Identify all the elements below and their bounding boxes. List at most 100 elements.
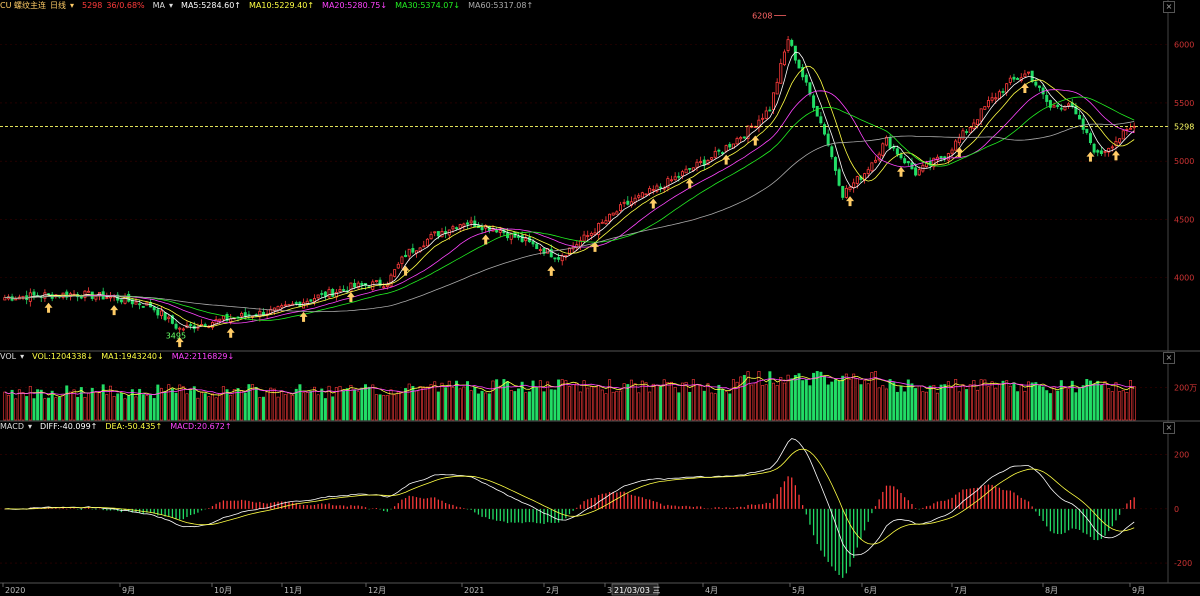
macd-histogram-bar[interactable] (1009, 490, 1011, 509)
macd-histogram-bar[interactable] (353, 505, 356, 509)
volume-bar[interactable] (968, 384, 972, 421)
volume-bar[interactable] (349, 384, 353, 421)
macd-histogram-bar[interactable] (1075, 508, 1077, 529)
macd-histogram-bar[interactable] (995, 486, 997, 509)
volume-bar[interactable] (830, 381, 834, 421)
macd-histogram-bar[interactable] (219, 502, 221, 509)
macd-histogram-bar[interactable] (914, 508, 917, 509)
macd-histogram-bar[interactable] (69, 508, 72, 509)
macd-histogram-bar[interactable] (583, 501, 585, 509)
price-candle[interactable] (480, 223, 484, 234)
volume-bar[interactable] (917, 385, 921, 421)
volume-bar[interactable] (564, 380, 568, 421)
volume-bar[interactable] (943, 384, 947, 421)
volume-bar[interactable] (721, 388, 724, 421)
volume-bar[interactable] (170, 388, 174, 421)
macd-histogram-bar[interactable] (557, 508, 560, 523)
volume-bar[interactable] (1048, 393, 1052, 421)
volume-bar[interactable] (888, 379, 892, 421)
macd-histogram-bar[interactable] (153, 508, 155, 514)
volume-bar[interactable] (149, 394, 153, 421)
price-candle[interactable] (393, 269, 397, 278)
macd-histogram-bar[interactable] (1104, 508, 1106, 536)
price-candle[interactable] (870, 162, 874, 174)
volume-bar[interactable] (884, 388, 888, 421)
macd-histogram-bar[interactable] (1049, 508, 1052, 532)
macd-histogram-bar[interactable] (794, 485, 797, 509)
volume-bar[interactable] (837, 380, 841, 421)
volume-bar[interactable] (1099, 384, 1103, 421)
volume-bar[interactable] (305, 392, 309, 421)
volume-bar[interactable] (910, 383, 914, 421)
macd-histogram-bar[interactable] (896, 489, 899, 509)
price-candle[interactable] (1074, 102, 1078, 115)
macd-histogram-bar[interactable] (820, 508, 822, 551)
volume-bar[interactable] (1001, 380, 1005, 421)
volume-bar[interactable] (531, 380, 535, 421)
volume-bar[interactable] (473, 386, 477, 421)
volume-bar[interactable] (801, 380, 805, 421)
price-candle[interactable] (833, 156, 837, 176)
macd-histogram-bar[interactable] (463, 508, 465, 509)
volume-bar[interactable] (291, 395, 295, 421)
volume-bar[interactable] (1008, 385, 1012, 421)
price-candle[interactable] (1048, 99, 1052, 111)
price-candle[interactable] (666, 176, 670, 192)
macd-histogram-bar[interactable] (630, 494, 633, 509)
volume-bar[interactable] (925, 391, 929, 421)
macd-histogram-bar[interactable] (765, 502, 767, 509)
price-candle[interactable] (604, 216, 608, 225)
macd-histogram-bar[interactable] (1133, 497, 1135, 509)
macd-histogram-bar[interactable] (984, 485, 986, 509)
price-candle[interactable] (768, 106, 772, 112)
volume-bar[interactable] (393, 394, 397, 421)
macd-histogram-bar[interactable] (678, 506, 680, 509)
volume-bar[interactable] (251, 384, 255, 421)
macd-histogram-bar[interactable] (1006, 490, 1008, 509)
volume-bar[interactable] (400, 391, 404, 421)
price-candle[interactable] (961, 128, 965, 140)
volume-bar[interactable] (990, 381, 994, 421)
volume-bar[interactable] (659, 386, 663, 421)
volume-bar[interactable] (1081, 385, 1085, 421)
macd-histogram-bar[interactable] (131, 508, 133, 513)
macd-histogram-bar[interactable] (991, 484, 993, 509)
price-candle[interactable] (425, 237, 429, 247)
volume-bar[interactable] (491, 380, 495, 421)
price-candle[interactable] (396, 261, 400, 269)
volume-bar[interactable] (542, 391, 546, 421)
macd-histogram-bar[interactable] (186, 508, 188, 518)
volume-bar[interactable] (870, 372, 874, 421)
macd-histogram-bar[interactable] (379, 508, 381, 510)
volume-bar[interactable] (61, 393, 65, 421)
price-candle[interactable] (651, 185, 655, 195)
vol-chevron-down-icon[interactable]: ▾ (20, 352, 25, 361)
macd-histogram-bar[interactable] (368, 508, 370, 510)
price-candle[interactable] (932, 157, 936, 170)
macd-histogram-bar[interactable] (503, 508, 505, 522)
price-candle[interactable] (411, 243, 415, 255)
volume-bar[interactable] (589, 386, 593, 421)
volume-bar[interactable] (546, 381, 550, 421)
volume-bar[interactable] (396, 391, 400, 421)
macd-histogram-bar[interactable] (91, 508, 93, 510)
macd-histogram-bar[interactable] (601, 493, 603, 509)
macd-histogram-bar[interactable] (364, 507, 367, 509)
price-candle[interactable] (965, 129, 969, 135)
macd-histogram-bar[interactable] (517, 508, 520, 523)
macd-histogram-bar[interactable] (383, 508, 385, 512)
macd-histogram-bar[interactable] (572, 508, 574, 511)
volume-bar[interactable] (713, 393, 717, 421)
volume-bar[interactable] (874, 371, 878, 421)
volume-bar[interactable] (677, 392, 681, 421)
volume-bar[interactable] (1012, 382, 1016, 421)
macd-histogram-bar[interactable] (248, 500, 250, 509)
macd-histogram-bar[interactable] (237, 500, 239, 509)
volume-bar[interactable] (509, 390, 513, 421)
volume-bar[interactable] (859, 384, 863, 421)
volume-bar[interactable] (385, 395, 389, 421)
volume-bar[interactable] (3, 391, 7, 421)
macd-histogram-bar[interactable] (109, 508, 112, 511)
macd-histogram-bar[interactable] (798, 494, 800, 509)
price-candle[interactable] (1092, 142, 1096, 155)
